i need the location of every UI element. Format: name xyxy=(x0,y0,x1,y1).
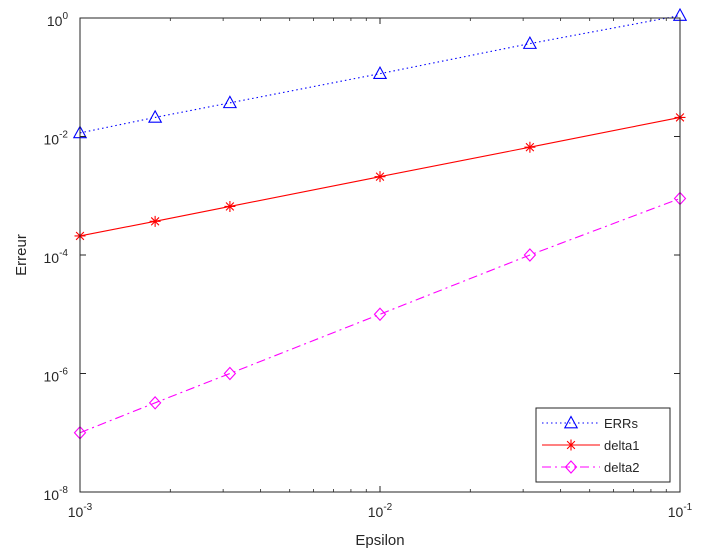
data-point-delta1-5 xyxy=(524,141,536,153)
x-axis-label: Epsilon xyxy=(355,532,404,549)
y-tick-label: 10-4 xyxy=(44,248,69,266)
data-point-ERRs-3 xyxy=(222,95,238,109)
data-point-ERRs-4 xyxy=(372,66,388,80)
data-point-ERRs-5 xyxy=(522,35,538,49)
ticks-layer xyxy=(79,17,681,493)
legend-entry-delta1: delta1 xyxy=(542,438,639,453)
legend-label-delta1: delta1 xyxy=(604,438,639,453)
legend-entry-ERRs: ERRs xyxy=(542,415,638,431)
data-point-delta1-2 xyxy=(149,215,161,227)
legend-marker-delta2 xyxy=(564,460,578,474)
legend-label-ERRs: ERRs xyxy=(604,416,638,431)
data-point-delta2-4 xyxy=(373,307,387,322)
data-point-delta2-5 xyxy=(523,248,537,262)
y-axis-label: Erreur xyxy=(13,234,30,276)
legend-entry-delta2: delta2 xyxy=(542,460,639,475)
data-point-delta1-3 xyxy=(224,200,236,212)
data-point-delta2-3 xyxy=(223,366,237,381)
tick-labels-layer: 10-3 10-2 10-1 10-8 10-6 10-4 10-2 100 xyxy=(44,11,693,520)
x-tick-label: 10-1 xyxy=(668,502,693,520)
y-tick-label: 100 xyxy=(47,11,69,29)
y-tick-label: 10-8 xyxy=(44,485,69,503)
series-line-delta2 xyxy=(79,197,681,434)
x-tick-label: 10-3 xyxy=(68,502,93,520)
data-point-ERRs-2 xyxy=(147,109,163,123)
y-tick-label: 10-6 xyxy=(44,367,69,385)
legend-label-delta2: delta2 xyxy=(604,460,639,475)
y-tick-label: 10-2 xyxy=(44,130,69,148)
data-point-delta2-2 xyxy=(148,396,162,410)
series-line-ERRs xyxy=(79,15,681,134)
legend-marker-ERRs xyxy=(563,415,579,429)
legend: ERRs delta1 delta2 xyxy=(535,407,671,483)
series-line-delta1 xyxy=(79,116,681,237)
x-tick-label: 10-2 xyxy=(368,502,393,520)
series-delta2 xyxy=(73,191,687,440)
data-point-delta1-4 xyxy=(374,171,386,183)
legend-marker-delta1 xyxy=(565,439,577,451)
